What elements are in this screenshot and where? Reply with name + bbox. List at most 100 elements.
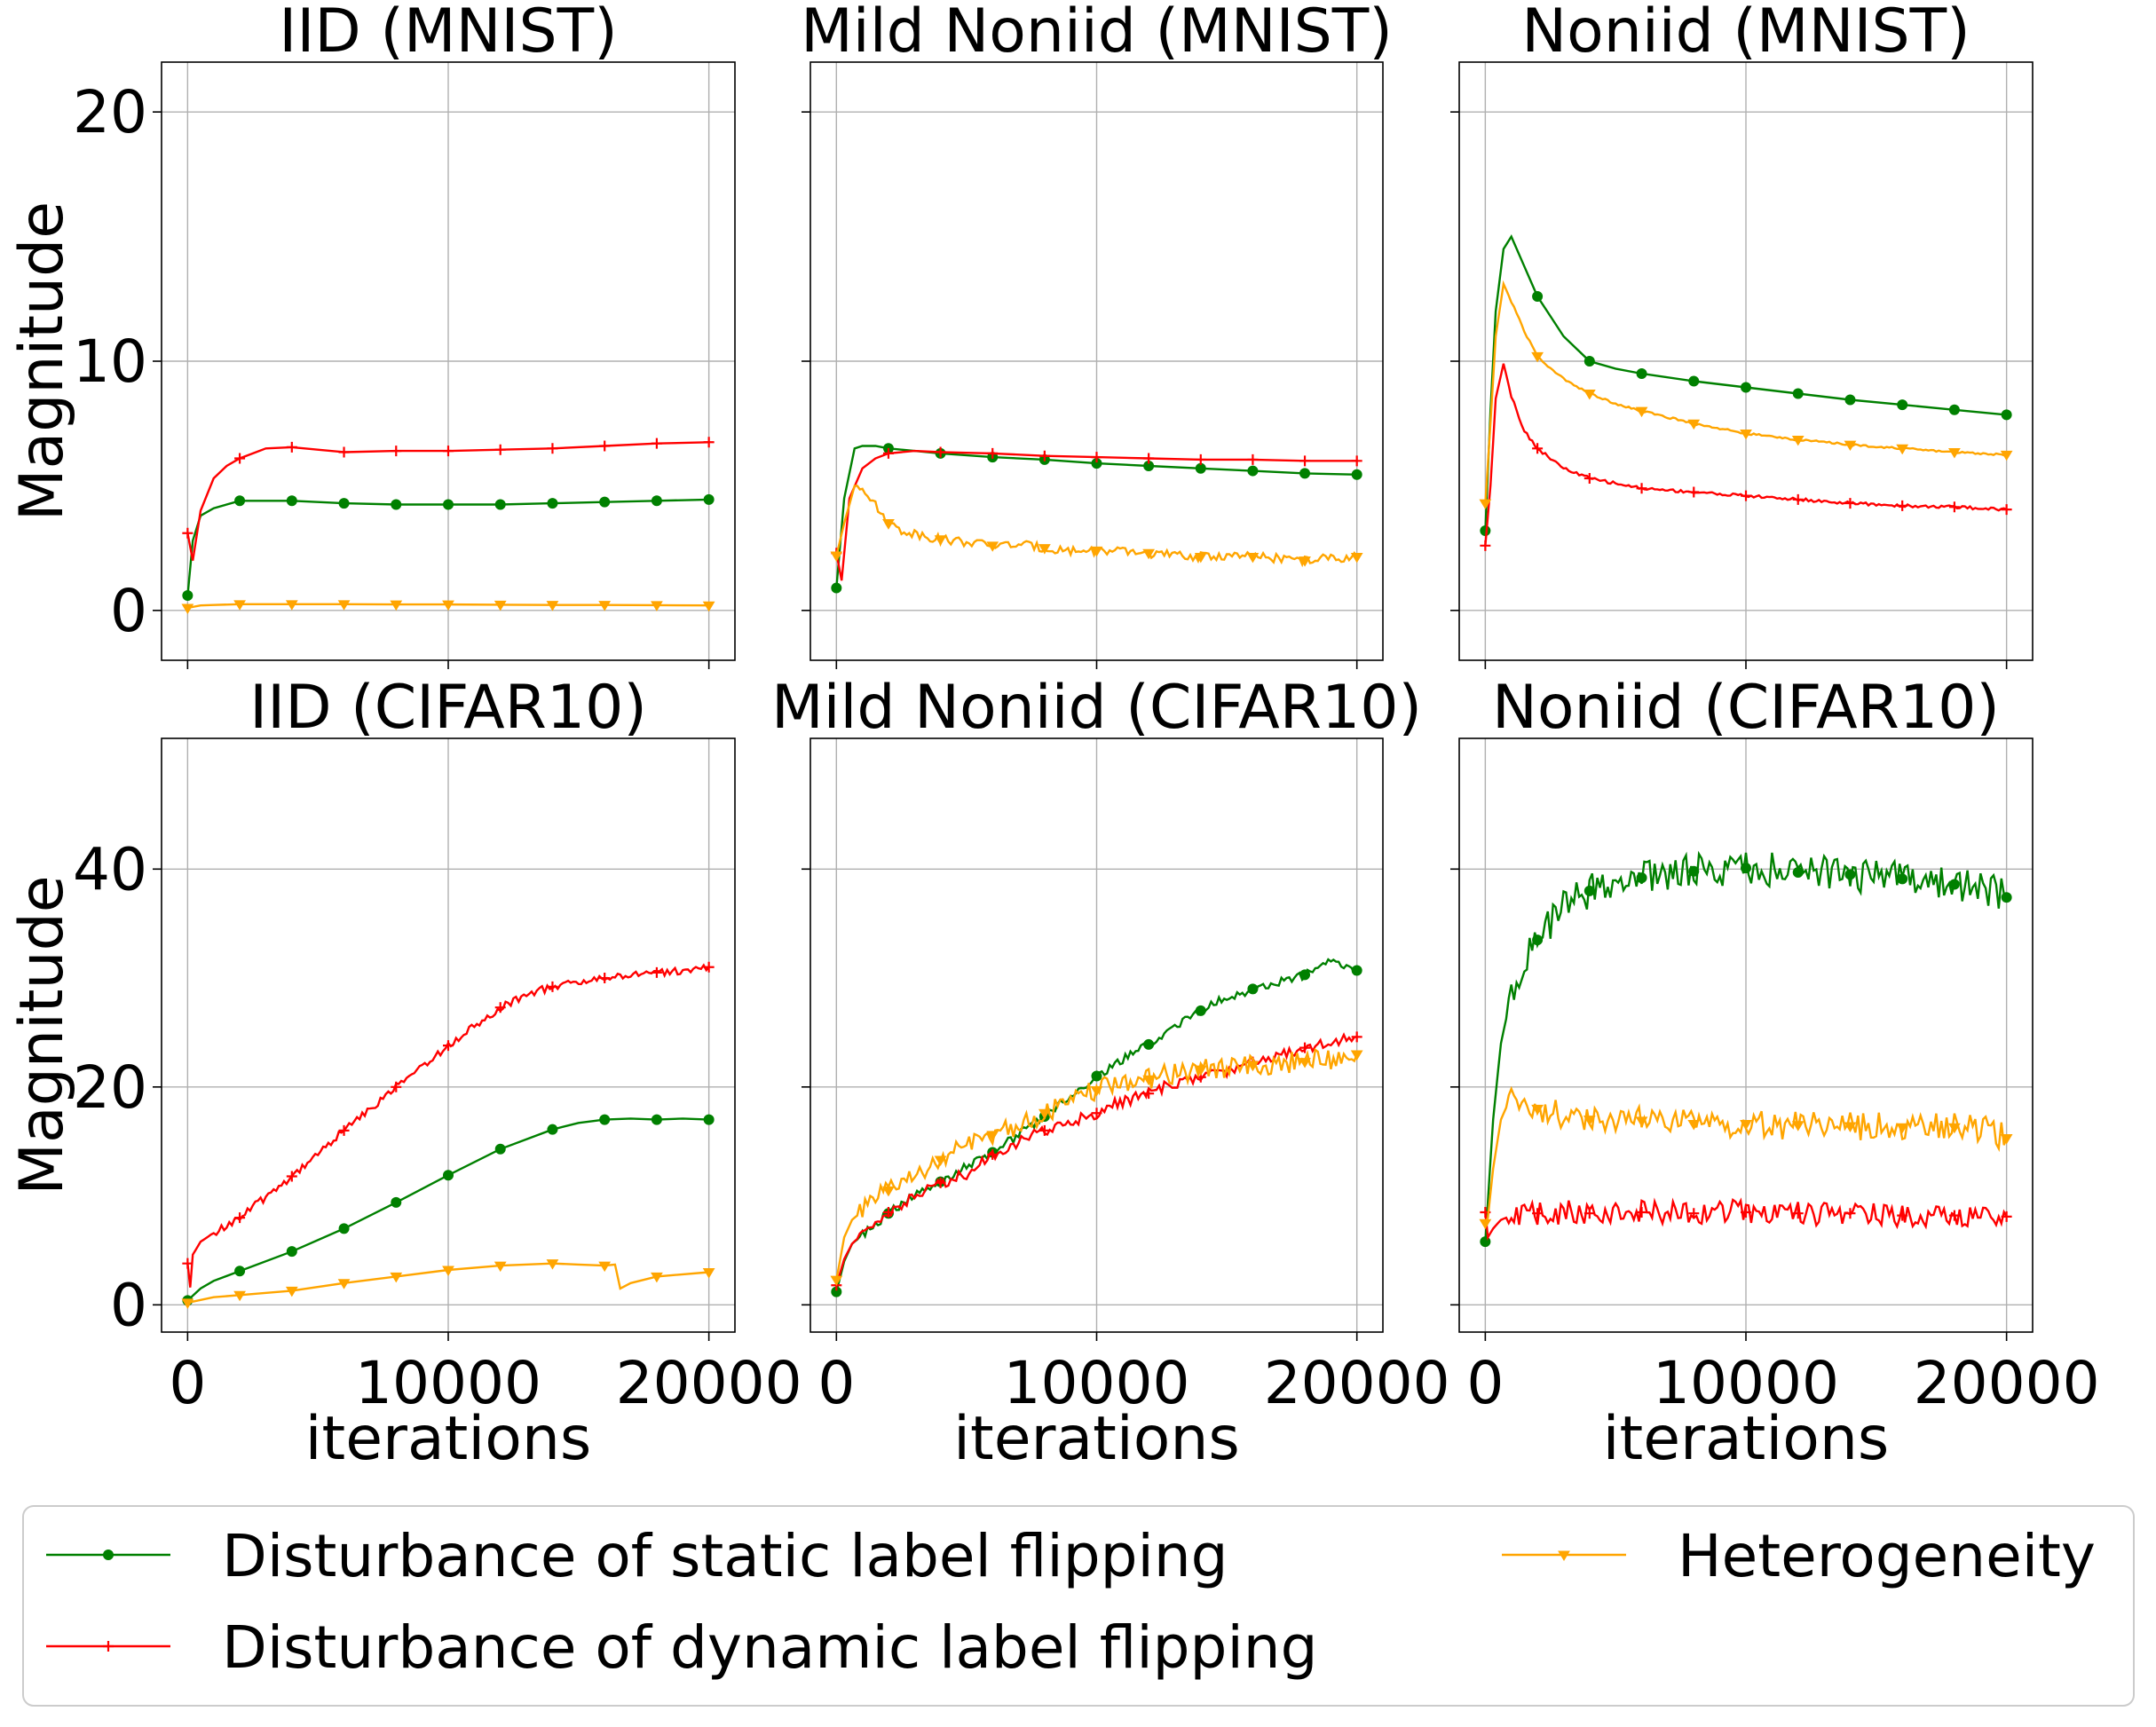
data-point-static [234,1266,246,1277]
x-axis-label: iterations [305,1404,592,1474]
series-markers-heterogeneity [830,1050,1363,1287]
data-point-static [1897,873,1908,885]
data-point-dynamic [338,1124,350,1136]
data-point-heterogeneity [1635,406,1648,418]
data-point-heterogeneity [1246,552,1260,564]
data-point-heterogeneity [882,519,895,530]
data-point-static [1351,469,1362,480]
legend-label: Heterogeneity [1678,1522,2096,1590]
data-point-heterogeneity [1844,440,1857,452]
subplot-title: Mild Noniid (MNIST) [801,0,1393,67]
data-point-heterogeneity [1687,419,1701,430]
data-point-heterogeneity [1948,1123,1961,1134]
data-point-static [1948,404,1960,415]
data-point-static [391,1196,402,1208]
data-point-static [234,495,246,507]
data-point-dynamic [1583,1208,1595,1219]
data-point-static [703,493,715,505]
data-point-dynamic [882,447,894,459]
series-markers-static [831,443,1362,594]
data-point-heterogeneity [546,1259,559,1270]
legend: Disturbance of static label flipping Hete… [22,1505,2135,1707]
data-point-dynamic [1351,1031,1362,1043]
data-point-heterogeneity [1142,1075,1156,1086]
series-markers-static [1480,863,2012,1248]
legend-label: Disturbance of static label flipping [222,1522,1228,1590]
legend-marker-static [103,1550,114,1560]
data-point-static [599,1114,611,1125]
data-point-dynamic [1844,1208,1856,1219]
series-markers-dynamic [182,961,715,1269]
data-point-static [338,498,350,509]
data-point-static [1844,869,1856,880]
legend-marker-dynamic [103,1641,114,1652]
data-point-static [1091,1070,1102,1082]
y-tick-label: 40 [73,835,147,903]
data-point-heterogeneity [181,1298,194,1309]
data-point-heterogeneity [1740,1120,1752,1131]
data-point-heterogeneity [1791,435,1805,446]
data-point-heterogeneity [1896,1123,1909,1134]
data-point-heterogeneity [1194,552,1207,564]
data-point-dynamic [391,446,402,457]
series-markers-static [182,493,715,601]
series-markers-heterogeneity [1479,1104,2013,1230]
data-point-heterogeneity [337,600,351,611]
data-point-static [1583,885,1595,896]
data-point-heterogeneity [1583,1116,1596,1126]
y-tick-label: 10 [73,327,147,396]
data-point-static [1792,388,1804,399]
data-point-heterogeneity [546,601,559,611]
data-point-heterogeneity [285,1286,298,1297]
data-point-heterogeneity [1038,544,1051,555]
subplot-panel: Noniid (CIFAR10) 0 10000 20000 iterations [1450,673,2100,1474]
y-tick-label: 0 [110,577,147,645]
data-point-heterogeneity [1246,1061,1260,1072]
y-tick-label: 20 [73,1053,147,1122]
data-point-heterogeneity [1740,429,1752,440]
data-point-dynamic [182,1258,193,1269]
data-point-dynamic [1636,1206,1647,1218]
data-point-heterogeneity [337,1279,351,1289]
data-point-dynamic [935,1177,946,1188]
legend-item-static: Disturbance of static label flipping [46,1522,1228,1590]
series-line-dynamic [186,441,709,561]
data-point-static [286,1246,297,1258]
data-point-static [2001,892,2012,903]
data-point-dynamic [1688,1208,1700,1219]
data-point-static [1741,382,1751,393]
data-point-static [1844,394,1856,406]
subplot-title: Noniid (CIFAR10) [1492,673,2000,743]
data-point-dynamic [1039,1124,1050,1136]
series-line-dynamic [835,449,1357,581]
data-point-dynamic [1091,452,1102,463]
data-point-static [831,582,842,594]
data-point-dynamic [1039,450,1050,461]
data-point-dynamic [547,443,558,454]
data-point-heterogeneity [2000,1134,2013,1145]
data-point-static [1636,368,1647,380]
data-point-static [1299,969,1311,981]
x-tick-label: 0 [169,1349,206,1417]
subplot-title: IID (MNIST) [279,0,617,67]
data-point-static [599,496,611,508]
series-line-static [1484,850,2008,1242]
data-point-static [338,1223,350,1234]
legend-item-dynamic: Disturbance of dynamic label flipping [46,1613,1318,1682]
data-point-heterogeneity [1687,1120,1701,1131]
data-point-heterogeneity [986,1131,999,1141]
data-point-static [547,1124,558,1135]
data-point-static [443,499,454,510]
data-point-heterogeneity [1038,1108,1051,1120]
data-point-heterogeneity [986,541,999,552]
data-point-dynamic [1480,540,1491,551]
data-point-heterogeneity [390,600,403,611]
series-line-heterogeneity [187,1262,709,1305]
data-point-heterogeneity [702,1267,715,1279]
data-point-dynamic [1688,486,1700,498]
data-point-heterogeneity [494,1261,507,1273]
data-point-dynamic [882,1206,894,1218]
data-point-dynamic [1091,1108,1102,1119]
data-point-static [286,495,297,507]
